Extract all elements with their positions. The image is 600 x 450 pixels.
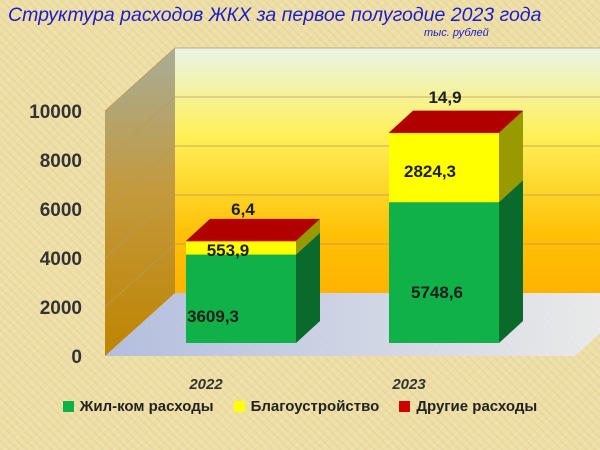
bar-segment-side [499, 110, 523, 133]
bar-segment [389, 132, 499, 203]
bar-segment-side [296, 232, 320, 343]
bar-segment-side [296, 218, 320, 242]
bar-segment [389, 132, 499, 134]
legend-item: Жил-ком расходы [62, 398, 214, 415]
y-tick-label: 6000 [40, 200, 82, 221]
legend-swatch [233, 401, 245, 412]
legend-label: Другие расходы [416, 398, 538, 415]
bar-segment [389, 202, 499, 343]
legend-label: Жил-ком расходы [79, 398, 214, 415]
chart-legend: Жил-ком расходы Благоустройство Другие рас… [0, 398, 600, 415]
bar-segment [186, 254, 296, 343]
chart-bars [186, 110, 523, 343]
gridline [104, 96, 600, 161]
data-label: 553,9 [207, 241, 250, 260]
chart-walls [105, 48, 600, 356]
bar-segment-side [499, 110, 523, 203]
legend-swatch [62, 401, 74, 412]
bar-segment [186, 240, 296, 242]
y-tick-label: 2000 [40, 298, 82, 319]
x-tick-label: 2022 [188, 376, 223, 393]
bar-segment-side [296, 219, 320, 255]
data-label: 5748,6 [411, 283, 463, 302]
legend-item: Благоустройство [233, 398, 380, 415]
data-label: 6,4 [231, 200, 255, 219]
data-label: 2824,3 [404, 162, 456, 181]
y-tick-label: 8000 [40, 151, 82, 172]
y-tick-label: 10000 [29, 102, 82, 123]
bar-segment [186, 241, 296, 255]
bar-segment-top [389, 110, 523, 133]
gridline [104, 47, 600, 112]
bar-segment-side [499, 180, 523, 343]
chart-axis-labels: 0 2000 4000 6000 8000 10000 3609,3 553,9 6,4 5748… [29, 88, 463, 393]
y-tick-label: 0 [71, 347, 82, 368]
data-label: 14,9 [428, 88, 461, 107]
chart-side-wall [105, 48, 175, 356]
chart-unit: тыс. рублей [424, 27, 489, 39]
chart-title: Структура расходов ЖКХ за первое полугод… [8, 4, 542, 26]
y-tick-label: 4000 [40, 249, 82, 270]
x-tick-label: 2023 [391, 376, 426, 393]
legend-label: Благоустройство [250, 398, 380, 415]
chart-floor [105, 293, 600, 356]
bar-segment-top [186, 218, 320, 241]
data-label: 3609,3 [187, 307, 239, 326]
legend-swatch [399, 401, 411, 412]
legend-item: Другие расходы [399, 398, 537, 415]
